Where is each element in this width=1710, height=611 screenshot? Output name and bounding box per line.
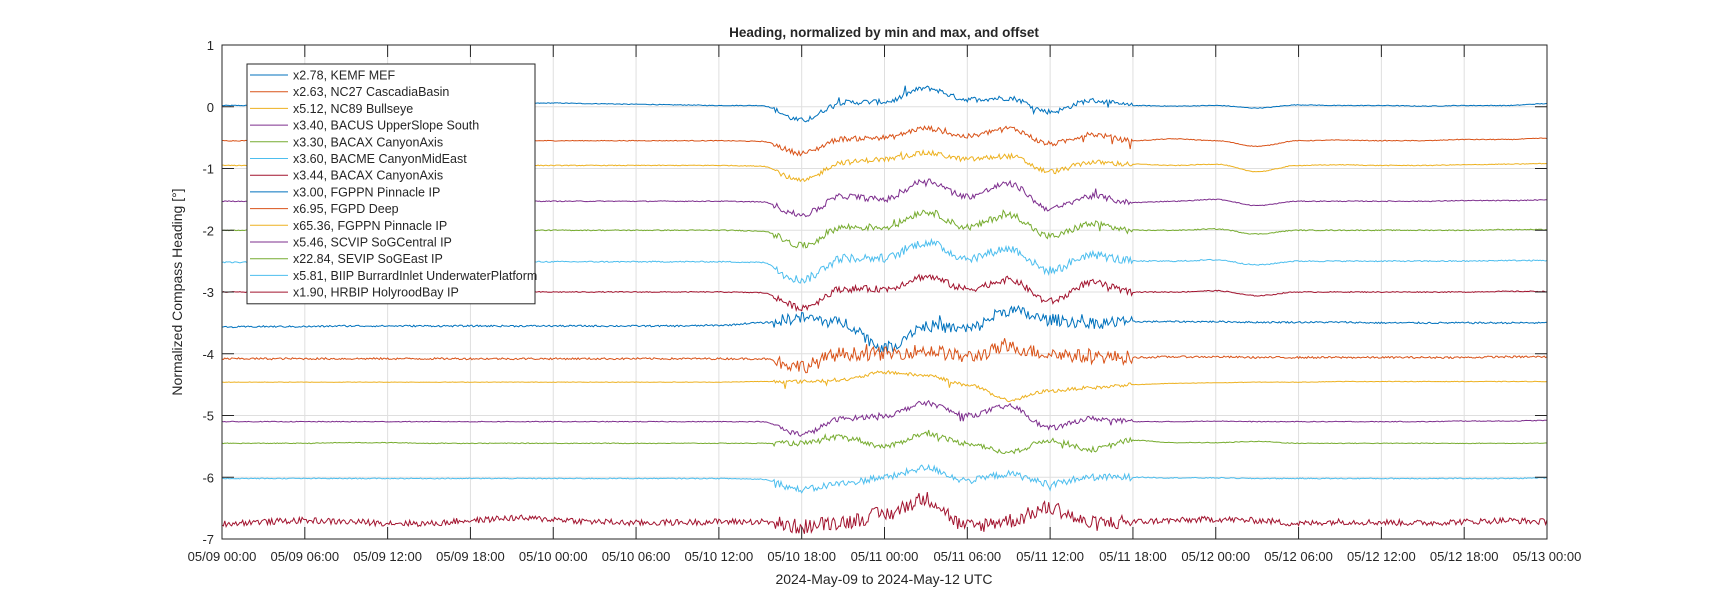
legend-entry: x65.36, FGPPN Pinnacle IP — [293, 219, 447, 233]
legend-entry: x5.81, BIIP BurrardInlet UnderwaterPlatf… — [293, 269, 537, 283]
series-line — [221, 429, 1548, 455]
x-tick-label: 05/11 00:00 — [851, 549, 919, 564]
x-tick-label: 05/09 00:00 — [188, 549, 257, 564]
y-tick-label: -5 — [202, 409, 214, 424]
ticks: 05/09 00:00 05/09 06:00 05/09 12:00 05/09 1… — [188, 38, 1582, 564]
x-tick-label: 05/10 00:00 — [519, 549, 588, 564]
y-tick-label: -1 — [202, 162, 214, 177]
legend-entry: x2.63, NC27 CascadiaBasin — [293, 85, 449, 99]
y-axis-label: Normalized Compass Heading [°] — [169, 188, 185, 395]
legend-entry: x3.60, BACME CanyonMidEast — [293, 152, 467, 166]
x-tick-label: 05/10 18:00 — [767, 549, 836, 564]
x-axis-label: 2024-May-09 to 2024-May-12 UTC — [775, 571, 992, 587]
series-line — [221, 399, 1548, 437]
legend[interactable]: x2.78, KEMF MEF x2.63, NC27 CascadiaBasin… — [246, 63, 537, 305]
series-line — [221, 492, 1548, 534]
x-tick-label: 05/09 12:00 — [353, 549, 422, 564]
series-line — [221, 304, 1548, 353]
x-tick-label: 05/11 06:00 — [933, 549, 1001, 564]
x-tick-label: 05/13 00:00 — [1513, 549, 1582, 564]
x-tick-label: 05/12 00:00 — [1181, 549, 1250, 564]
legend-entry: x3.44, BACAX CanyonAxis — [293, 169, 443, 183]
legend-entry: x22.84, SEVIP SoGEast IP — [293, 252, 443, 266]
series-line — [221, 463, 1548, 494]
y-tick-label: -3 — [202, 285, 214, 300]
y-tick-label: -7 — [202, 532, 214, 547]
legend-entry: x3.30, BACAX CanyonAxis — [293, 135, 443, 149]
legend-entry: x5.46, SCVIP SoGCentral IP — [293, 236, 452, 250]
legend-entry: x6.95, FGPD Deep — [293, 202, 399, 216]
x-tick-label: 05/11 12:00 — [1016, 549, 1084, 564]
x-tick-label: 05/09 06:00 — [270, 549, 339, 564]
x-tick-label: 05/12 06:00 — [1264, 549, 1333, 564]
y-tick-label: 0 — [207, 100, 214, 115]
x-tick-label: 05/09 18:00 — [436, 549, 505, 564]
y-tick-label: 1 — [207, 38, 214, 53]
series-line — [221, 370, 1548, 403]
chart-title: Heading, normalized by min and max, and … — [729, 25, 1039, 40]
legend-entry: x2.78, KEMF MEF — [293, 69, 395, 83]
x-tick-label: 05/11 18:00 — [1099, 549, 1167, 564]
x-tick-label: 05/10 12:00 — [685, 549, 754, 564]
x-tick-label: 05/12 18:00 — [1430, 549, 1499, 564]
legend-entry: x1.90, HRBIP HolyroodBay IP — [293, 286, 459, 300]
x-tick-label: 05/10 06:00 — [602, 549, 671, 564]
legend-entry: x5.12, NC89 Bullseye — [293, 102, 413, 116]
y-tick-label: -2 — [202, 223, 214, 238]
y-tick-label: -4 — [202, 347, 214, 362]
y-tick-label: -6 — [202, 470, 214, 485]
x-tick-label: 05/12 12:00 — [1347, 549, 1416, 564]
series-line — [221, 338, 1548, 374]
legend-entry: x3.40, BACUS UpperSlope South — [293, 119, 479, 133]
legend-entry: x3.00, FGPPN Pinnacle IP — [293, 185, 440, 199]
legend-box — [246, 63, 536, 305]
